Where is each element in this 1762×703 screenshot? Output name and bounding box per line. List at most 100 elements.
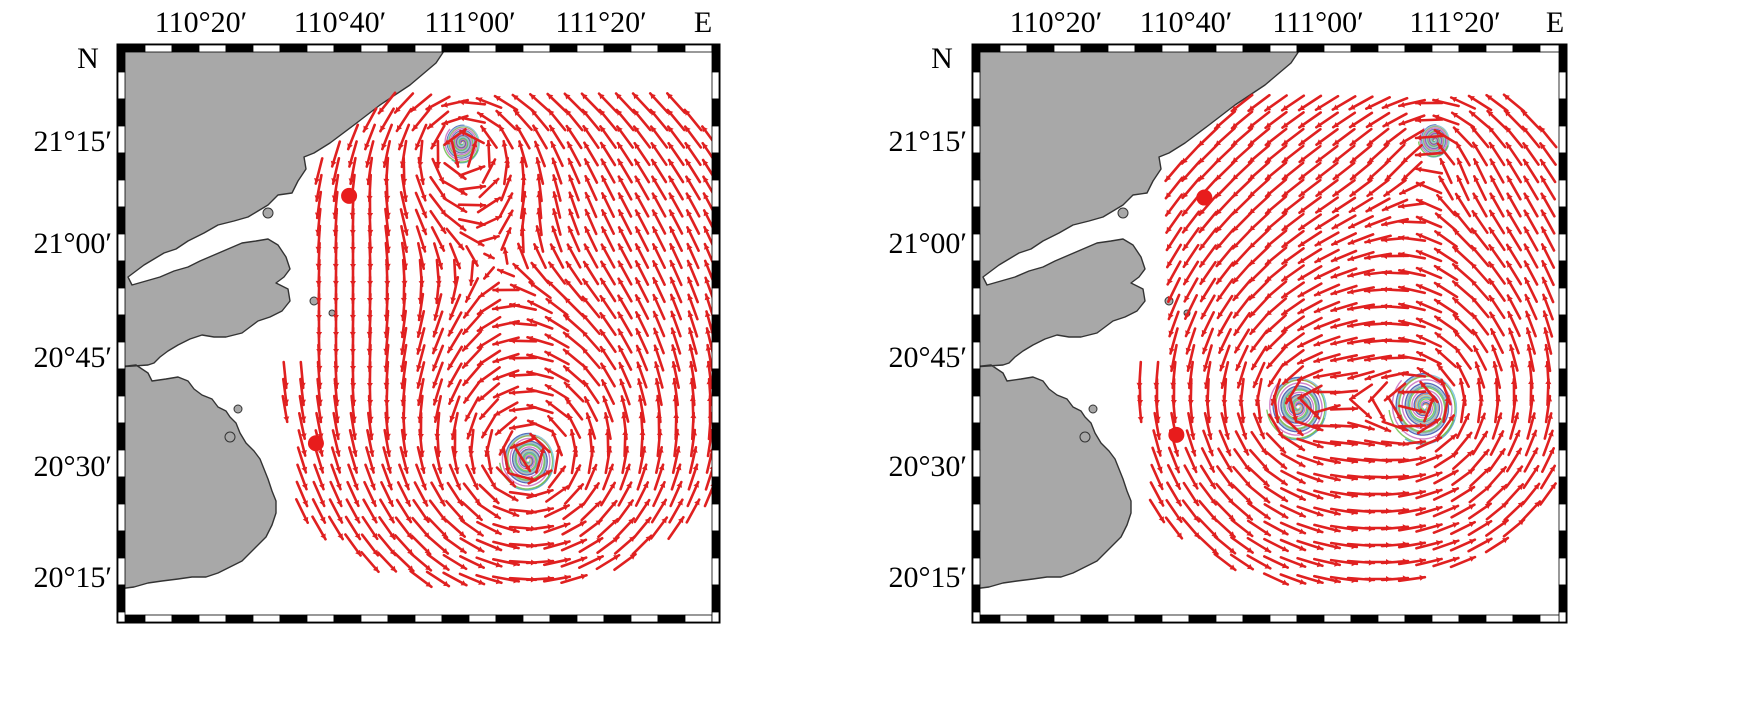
current-vector-head xyxy=(396,125,403,131)
current-vector-head xyxy=(661,517,667,524)
frame-tick xyxy=(1161,44,1190,53)
current-vector-head xyxy=(686,176,692,183)
current-vector-head xyxy=(1368,425,1374,431)
current-vector-head xyxy=(1184,312,1191,319)
current-vector-head xyxy=(1382,337,1388,344)
current-vector-head xyxy=(611,519,618,525)
current-vector-head xyxy=(1542,294,1548,301)
current-vector-head xyxy=(659,482,666,488)
current-vector-head xyxy=(535,158,542,164)
current-vector-head xyxy=(1250,310,1256,317)
current-vector-head xyxy=(1298,325,1305,331)
current-vector-head xyxy=(494,197,500,204)
frame-tick xyxy=(387,614,416,623)
current-vector-head xyxy=(670,261,676,267)
current-vector-head xyxy=(635,210,641,217)
current-vector-head xyxy=(1331,323,1338,329)
frame-tick xyxy=(711,233,720,262)
current-vector-head xyxy=(651,143,657,150)
current-vector-head xyxy=(547,94,554,100)
current-vector-head xyxy=(1382,303,1388,310)
current-vector-head xyxy=(517,243,523,250)
current-vector-head xyxy=(1256,416,1263,422)
current-vector-head xyxy=(1334,527,1340,533)
current-vector-head xyxy=(320,533,326,540)
current-vector-head xyxy=(635,312,642,319)
current-vector-head xyxy=(1507,227,1513,234)
current-vector-head xyxy=(707,396,713,401)
current-vector-head xyxy=(1549,465,1555,472)
current-vector-head xyxy=(585,413,592,420)
current-vector-head xyxy=(1507,244,1513,251)
current-vector-head xyxy=(1514,431,1520,437)
current-vector-head xyxy=(550,142,557,148)
current-vector-head xyxy=(1543,328,1550,334)
current-vector-head xyxy=(1316,173,1323,179)
current-vector-head xyxy=(477,546,484,552)
current-vector-head xyxy=(545,351,552,357)
current-vector-head xyxy=(1507,210,1513,217)
current-vector-head xyxy=(448,363,454,370)
current-vector-head xyxy=(1217,312,1224,318)
current-vector-head xyxy=(425,564,431,571)
current-vector-head xyxy=(704,294,711,301)
current-vector-head xyxy=(1539,126,1546,133)
frame-tick xyxy=(1558,206,1567,235)
current-vector-head xyxy=(1399,353,1405,360)
current-vector-head xyxy=(477,240,484,246)
current-vector-head xyxy=(1550,483,1556,490)
current-vector-head xyxy=(1233,242,1239,249)
current-vector-head xyxy=(1543,345,1550,351)
current-vector-head xyxy=(1541,210,1547,217)
current-vector-head xyxy=(487,467,494,473)
current-vector-head xyxy=(425,581,432,587)
current-vector-head xyxy=(443,580,449,587)
current-vector-head xyxy=(1228,531,1235,537)
current-vector-head xyxy=(1282,105,1289,111)
current-vector-head xyxy=(1314,389,1319,395)
current-vector-head xyxy=(1456,194,1462,200)
current-vector-head xyxy=(641,464,648,471)
current-vector-head xyxy=(1456,176,1463,182)
frame-tick xyxy=(1404,44,1433,53)
current-vector-head xyxy=(1493,379,1500,385)
frame-tick xyxy=(972,314,981,343)
current-vector-head xyxy=(442,101,448,108)
current-vector-head xyxy=(1417,334,1423,341)
frame-tick xyxy=(972,44,981,73)
frame-tick xyxy=(441,614,470,623)
current-vector-head xyxy=(314,178,320,184)
current-vector-head xyxy=(370,483,376,490)
current-vector-head xyxy=(1541,227,1547,234)
current-vector-head xyxy=(549,262,555,269)
current-vector-head xyxy=(1333,156,1340,163)
current-vector-head xyxy=(1167,278,1173,285)
frame-tick xyxy=(1269,44,1298,53)
current-vector-head xyxy=(369,466,376,473)
current-vector-head xyxy=(1365,238,1371,244)
current-vector-head xyxy=(596,555,603,562)
current-vector-head xyxy=(1382,320,1388,327)
frame-tick xyxy=(1431,614,1460,623)
current-vector-head xyxy=(1193,515,1199,522)
current-vector-head xyxy=(1365,356,1371,363)
current-vector-head xyxy=(1417,216,1423,222)
current-vector-head xyxy=(650,110,657,116)
frame-tick xyxy=(1377,44,1406,53)
current-vector-head xyxy=(1299,139,1306,145)
current-vector-head xyxy=(490,159,496,166)
current-vector-head xyxy=(1515,448,1521,455)
current-vector-head xyxy=(511,284,517,290)
station-marker xyxy=(307,435,324,452)
current-vector-head xyxy=(1416,134,1422,141)
current-vector-head xyxy=(1545,379,1552,385)
current-vector-head xyxy=(301,466,308,473)
current-vector-head xyxy=(1174,466,1180,473)
current-vector-head xyxy=(411,105,417,112)
current-vector-head xyxy=(1224,433,1230,439)
current-vector-head xyxy=(407,565,414,571)
current-vector-head xyxy=(487,253,494,259)
current-vector-head xyxy=(510,355,516,362)
current-vector-head xyxy=(1478,396,1484,402)
current-vector-head xyxy=(559,466,565,473)
